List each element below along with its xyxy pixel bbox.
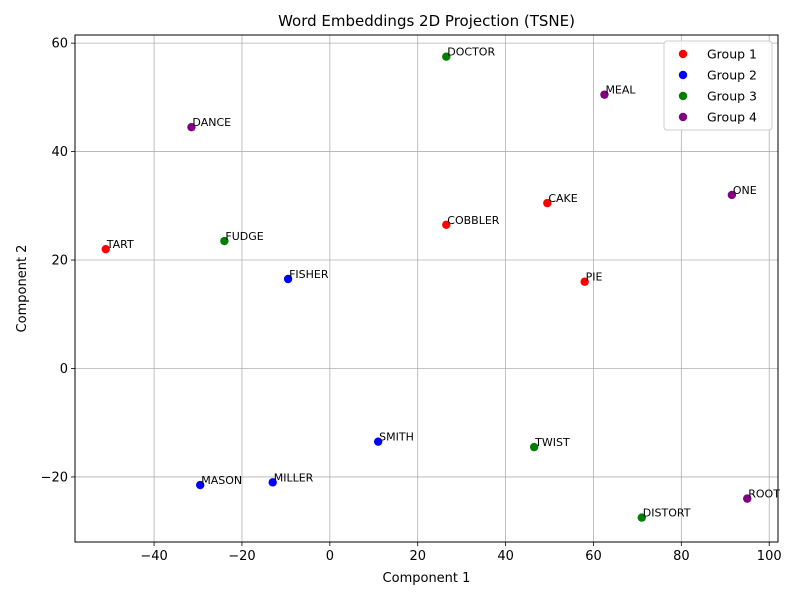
data-point bbox=[543, 198, 552, 208]
y-tick-label: 0 bbox=[60, 362, 68, 377]
data-point bbox=[268, 478, 277, 487]
chart-title: Word Embeddings 2D Projection (TSNE) bbox=[278, 12, 575, 30]
data-point bbox=[187, 122, 196, 132]
point-label: MEAL bbox=[605, 84, 636, 97]
point-label: DANCE bbox=[192, 116, 231, 129]
point-label: MILLER bbox=[274, 471, 314, 484]
point-label: ONE bbox=[733, 184, 757, 197]
data-point bbox=[373, 437, 383, 446]
point-label: DISTORT bbox=[643, 507, 691, 520]
data-point bbox=[600, 90, 609, 99]
y-tick-label: 40 bbox=[51, 145, 68, 160]
legend-label: Group 1 bbox=[707, 47, 757, 62]
point-label: SMITH bbox=[379, 431, 414, 444]
grid-lines bbox=[75, 35, 778, 542]
point-label: CAKE bbox=[548, 192, 577, 205]
data-points: TART COBBLER CAKE PIE FISHER SMITH MASON MILLER… bbox=[101, 46, 780, 522]
x-tick-label: 60 bbox=[585, 549, 602, 564]
legend-marker bbox=[678, 91, 688, 101]
x-tick-label: 80 bbox=[673, 549, 690, 564]
point-label: MASON bbox=[201, 474, 242, 487]
data-point bbox=[442, 220, 451, 229]
x-tick-label: 0 bbox=[326, 549, 334, 564]
point-label: FISHER bbox=[289, 268, 329, 281]
legend-marker bbox=[678, 70, 688, 80]
point-label: FUDGE bbox=[225, 230, 263, 243]
x-tick-label: −40 bbox=[140, 549, 167, 564]
y-tick-label: −20 bbox=[41, 470, 68, 485]
y-axis-label: Component 2 bbox=[15, 245, 30, 333]
data-point bbox=[529, 442, 539, 452]
y-tick-label: 20 bbox=[51, 254, 68, 269]
legend-marker bbox=[678, 112, 688, 122]
legend-box bbox=[663, 40, 773, 131]
data-point bbox=[727, 190, 737, 200]
x-tick-label: 40 bbox=[497, 549, 514, 564]
legend-label: Group 3 bbox=[707, 89, 757, 104]
point-label: COBBLER bbox=[447, 214, 500, 227]
point-label: DOCTOR bbox=[447, 46, 495, 59]
x-axis-label: Component 1 bbox=[383, 571, 471, 586]
data-point bbox=[196, 480, 205, 490]
plot-frame bbox=[74, 34, 779, 543]
data-point bbox=[220, 236, 229, 246]
legend: Group 1 Group 2 Group 3 Group 4 bbox=[663, 40, 773, 131]
legend-label: Group 4 bbox=[707, 110, 757, 125]
legend-label: Group 2 bbox=[707, 68, 757, 83]
data-point bbox=[283, 274, 293, 284]
data-point bbox=[442, 52, 451, 61]
point-label: PIE bbox=[586, 271, 603, 284]
data-point bbox=[580, 277, 589, 286]
data-point bbox=[743, 494, 752, 503]
legend-marker bbox=[678, 49, 688, 59]
data-point bbox=[637, 513, 646, 522]
x-tick-label: −20 bbox=[228, 549, 255, 564]
axis-ticks: −40 −20 0 20 40 60 80 100 −20 0 20 40 60 bbox=[41, 37, 782, 564]
x-tick-label: 100 bbox=[757, 549, 782, 564]
point-label: ROOT bbox=[748, 488, 780, 501]
y-tick-label: 60 bbox=[51, 37, 68, 52]
data-point bbox=[101, 244, 110, 254]
point-label: TWIST bbox=[534, 436, 570, 449]
point-label: TART bbox=[106, 238, 134, 251]
x-tick-label: 20 bbox=[409, 549, 426, 564]
